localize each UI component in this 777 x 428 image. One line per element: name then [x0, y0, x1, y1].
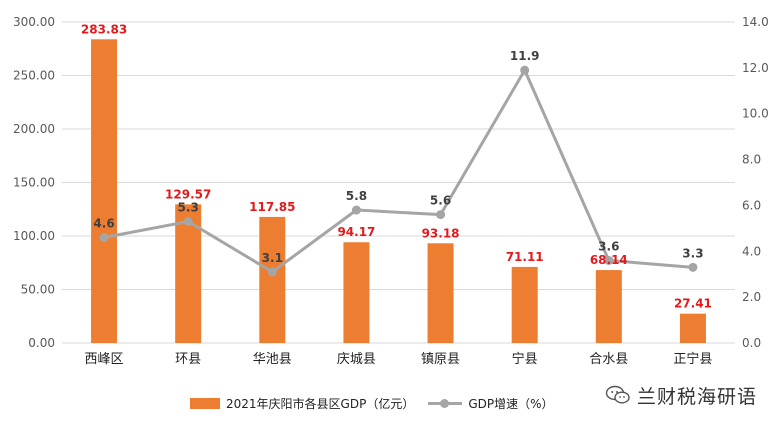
legend-item-growth: GDP增速（%） [428, 395, 554, 412]
y-left-tick-label: 50.00 [21, 283, 55, 297]
bar [679, 313, 706, 343]
line-data-label: 5.8 [346, 189, 367, 203]
y-right-tick-label: 12.0 [742, 61, 769, 75]
bar-data-label: 129.57 [165, 187, 211, 201]
y-left-tick-label: 250.00 [13, 69, 55, 83]
legend-label-growth: GDP增速（%） [468, 396, 554, 411]
bar [259, 216, 286, 343]
line-point [351, 205, 361, 215]
legend: 2021年庆阳市各县区GDP（亿元） GDP增速（%） [190, 393, 568, 413]
bar [427, 243, 454, 343]
line-point [99, 233, 109, 243]
legend-line-swatch [428, 398, 463, 409]
bar [343, 242, 370, 343]
x-tick-label: 正宁县 [673, 351, 712, 367]
x-tick-label: 庆城县 [337, 352, 376, 367]
legend-item-gdp: 2021年庆阳市各县区GDP（亿元） [190, 395, 414, 412]
bar-data-label: 68.14 [590, 253, 628, 267]
x-tick-label: 环县 [175, 352, 201, 367]
line-data-label: 11.9 [510, 49, 540, 63]
x-tick-label: 合水县 [589, 352, 628, 367]
x-tick-label: 镇原县 [421, 352, 460, 367]
line-data-label: 4.6 [93, 217, 114, 231]
y-left-tick-label: 300.00 [13, 15, 55, 29]
line-point [520, 65, 530, 75]
y-right-tick-label: 0.0 [742, 336, 761, 350]
bar-data-label: 71.11 [506, 250, 544, 264]
watermark: 兰财税海研语 [605, 382, 757, 408]
wechat-icon [605, 385, 630, 404]
y-right-tick-label: 14.0 [742, 15, 769, 29]
bar-data-label: 93.18 [422, 226, 460, 240]
x-tick-label: 西峰区 [85, 352, 124, 367]
line-point [436, 210, 446, 220]
x-tick-label: 华池县 [253, 352, 292, 367]
bar-data-label: 94.17 [337, 225, 375, 239]
y-right-tick-label: 10.0 [742, 107, 769, 121]
y-right-tick-label: 8.0 [742, 153, 761, 167]
bar-data-label: 27.41 [674, 297, 712, 311]
line-data-label: 5.3 [178, 200, 199, 214]
y-left-tick-label: 200.00 [13, 122, 55, 136]
line-point [688, 262, 698, 272]
line-data-label: 3.3 [682, 246, 703, 260]
series-line-growth [103, 68, 694, 274]
legend-bar-swatch [190, 397, 220, 409]
bar [91, 39, 118, 343]
y-right-tick-label: 2.0 [742, 290, 761, 304]
bar [595, 270, 622, 343]
y-left-tick-label: 0.00 [28, 336, 55, 350]
bar-data-label: 283.83 [81, 22, 127, 36]
y-left-tick-label: 100.00 [13, 229, 55, 243]
line-point [183, 216, 193, 226]
x-tick-label: 宁县 [512, 351, 538, 367]
bar-data-label: 117.85 [249, 200, 295, 214]
bar [511, 266, 538, 343]
legend-label-gdp: 2021年庆阳市各县区GDP（亿元） [226, 396, 415, 411]
y-right-tick-label: 6.0 [742, 198, 761, 212]
watermark-text: 兰财税海研语 [636, 385, 757, 408]
line-point [267, 267, 277, 277]
y-right-tick-label: 4.0 [742, 244, 761, 258]
y-left-tick-label: 150.00 [13, 176, 55, 190]
line-data-label: 5.6 [430, 194, 451, 208]
line-data-label: 3.6 [598, 239, 619, 253]
line-point [604, 255, 614, 265]
line-data-label: 3.1 [262, 251, 283, 265]
